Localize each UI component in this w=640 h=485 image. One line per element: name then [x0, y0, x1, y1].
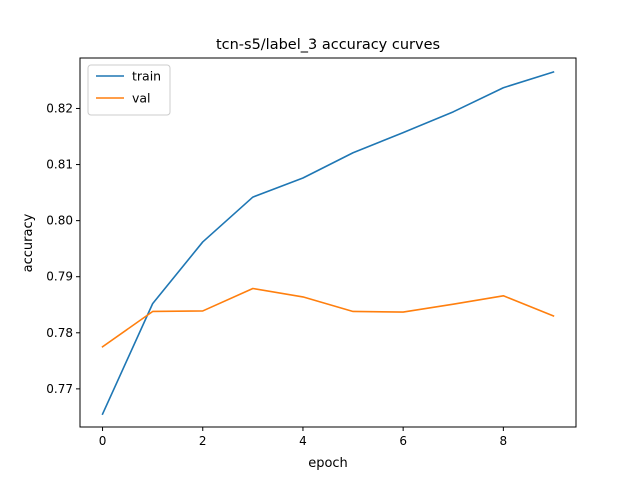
x-tick-label: 6: [399, 434, 407, 448]
y-axis-label: accuracy: [21, 213, 36, 272]
x-tick-label: 0: [99, 434, 107, 448]
y-tick-label: 0.77: [46, 382, 73, 396]
y-tick-label: 0.78: [46, 326, 73, 340]
series-line-val: [103, 288, 554, 346]
legend: train val: [88, 65, 170, 115]
x-tick-label: 4: [299, 434, 307, 448]
series-lines: [102, 72, 553, 414]
y-tick-label: 0.82: [46, 101, 73, 115]
x-axis-label: epoch: [308, 456, 348, 471]
chart-title: tcn-s5/label_3 accuracy curves: [216, 37, 440, 53]
y-tick-label: 0.81: [46, 158, 73, 172]
y-tick-label: 0.80: [46, 214, 73, 228]
legend-label-train: train: [132, 69, 161, 84]
legend-label-val: val: [132, 91, 151, 106]
series-line-train: [103, 72, 554, 414]
y-tick-label: 0.79: [46, 270, 73, 284]
x-tick-label: 2: [199, 434, 207, 448]
axis-ticks: 0 2 4 6 8 0.77 0.78 0.79 0.80 0.81 0.82: [46, 101, 507, 448]
x-tick-label: 8: [500, 434, 508, 448]
